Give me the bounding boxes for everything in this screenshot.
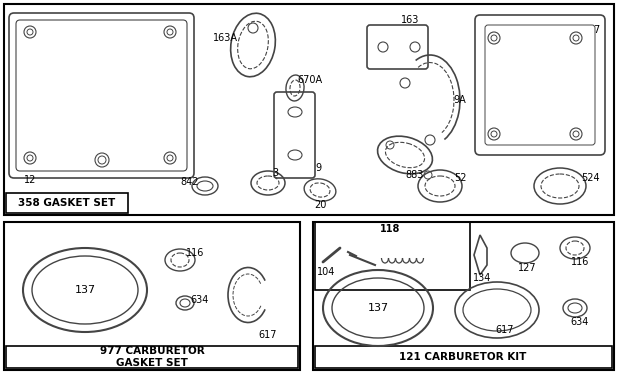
Text: 842: 842 [181, 177, 199, 187]
Text: 670A: 670A [298, 75, 322, 85]
Text: 127: 127 [518, 263, 536, 273]
Text: 617: 617 [496, 325, 514, 335]
Text: 883: 883 [406, 170, 424, 180]
Text: 121 CARBURETOR KIT: 121 CARBURETOR KIT [399, 352, 526, 362]
Text: 116: 116 [186, 248, 204, 258]
Bar [4, 4, 614, 215]
Bar [315, 346, 612, 368]
Text: 9: 9 [315, 163, 321, 173]
Text: 524: 524 [581, 173, 600, 183]
Text: 137: 137 [368, 303, 389, 313]
Bar [313, 222, 614, 370]
Text: 118: 118 [380, 224, 400, 234]
Text: 617: 617 [259, 330, 277, 340]
Bar [6, 346, 298, 368]
Text: 163A: 163A [213, 33, 237, 43]
Text: 20: 20 [314, 200, 326, 210]
Bar [315, 222, 470, 290]
Text: 9A: 9A [454, 95, 466, 105]
Text: 104: 104 [317, 267, 335, 277]
Text: 3: 3 [272, 168, 278, 178]
Text: 52: 52 [454, 173, 466, 183]
Text: 7: 7 [593, 25, 599, 35]
Text: 116: 116 [571, 257, 589, 267]
Text: 977 CARBURETOR
GASKET SET: 977 CARBURETOR GASKET SET [100, 346, 205, 368]
Text: 12: 12 [24, 175, 36, 185]
Text: 358 GASKET SET: 358 GASKET SET [19, 198, 115, 208]
Bar [4, 222, 300, 370]
Text: 137: 137 [74, 285, 95, 295]
Text: 634: 634 [191, 295, 209, 305]
Text: 163: 163 [401, 15, 419, 25]
Text: 634: 634 [571, 317, 589, 327]
Bar [6, 193, 128, 213]
Text: 134: 134 [473, 273, 491, 283]
